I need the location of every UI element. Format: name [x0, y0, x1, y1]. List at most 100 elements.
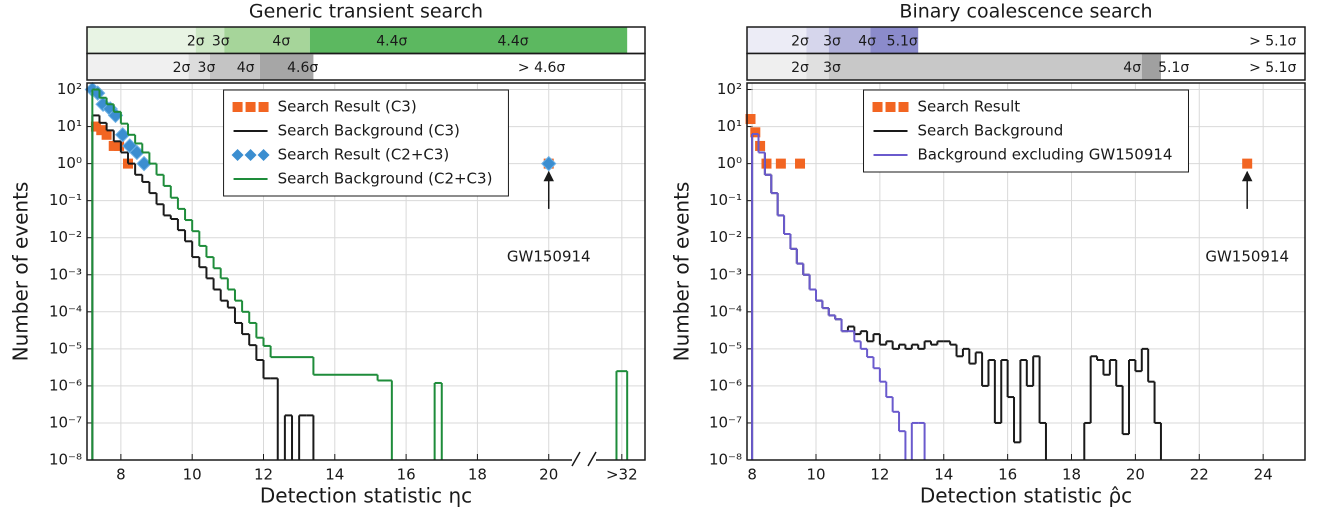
significance-segment [747, 53, 807, 80]
significance-label: > 5.1σ [1249, 60, 1296, 76]
significance-label: > 5.1σ [1249, 33, 1296, 49]
x-tick-label: >32 [606, 466, 638, 484]
y-axis-label: Number of events [670, 182, 694, 362]
significance-label: 2σ [173, 60, 191, 76]
significance-label: 4σ [1123, 60, 1141, 76]
legend-swatch [244, 149, 257, 161]
significance-segment [224, 27, 310, 54]
significance-frame [746, 52, 1306, 81]
legend-label: Search Result [918, 98, 1021, 116]
x-tick-label: 14 [934, 466, 953, 484]
significance-label: 4.4σ [376, 33, 407, 49]
legend-box [863, 89, 1189, 173]
legend-label: Search Background (C2+C3) [278, 170, 493, 188]
legend: Search Result (C3) Search Background (C3)… [223, 89, 509, 197]
x-tick-label: 16 [998, 466, 1017, 484]
y-tick-label: 10⁻³ [49, 265, 82, 283]
y-tick-label: 10⁻⁴ [709, 302, 742, 320]
significance-label: 4.6σ [287, 60, 318, 76]
annotation-text: GW150914 [507, 248, 591, 266]
significance-label: 3σ [198, 60, 216, 76]
marker-square [761, 158, 772, 169]
marker-square [1242, 158, 1253, 169]
marker-square [775, 158, 786, 169]
significance-label: 4.4σ [498, 33, 529, 49]
significance-segment [806, 27, 829, 54]
y-tick-label: 10² [57, 80, 82, 98]
significance-label: > 4.6σ [518, 60, 565, 76]
y-tick-label: 10⁰ [717, 154, 742, 172]
significance-segment [747, 27, 807, 54]
x-tick-label: 14 [325, 466, 344, 484]
legend-swatch [872, 102, 883, 112]
significance-label: 5.1σ [887, 33, 918, 49]
y-tick-label: 10⁻⁷ [49, 413, 82, 431]
axis-break [571, 451, 597, 467]
legend-label: Search Result (C3) [278, 98, 417, 116]
significance-label: 4σ [272, 33, 290, 49]
y-axis-label: Number of events [9, 182, 33, 362]
legend-label: Search Background [918, 122, 1064, 140]
marker-square [795, 158, 806, 169]
y-tick-label: 10⁻⁴ [49, 302, 82, 320]
marker-square [114, 140, 125, 151]
x-tick-label: 20 [1126, 466, 1145, 484]
legend-swatch [258, 102, 269, 112]
legend-swatch [232, 102, 243, 112]
significance-segment [828, 53, 1142, 80]
y-tick-label: 10⁻¹ [49, 191, 82, 209]
significance-segment [195, 27, 225, 54]
significance-segment [87, 27, 196, 54]
significance-segment [1141, 53, 1161, 80]
significance-label: 3σ [823, 33, 841, 49]
y-tick-label: 10¹ [57, 117, 82, 135]
significance-segment [828, 27, 871, 54]
significance-label: 4σ [858, 33, 876, 49]
x-tick-label: 8 [116, 466, 126, 484]
y-tick-label: 10² [717, 80, 742, 98]
legend-box [223, 89, 509, 197]
significance-label: 3σ [823, 60, 841, 76]
legend-swatch [245, 102, 256, 112]
x-tick-label: 8 [747, 466, 757, 484]
significance-segment [259, 53, 314, 80]
significance-label: 4σ [237, 60, 255, 76]
chart-title: Binary coalescence search [899, 1, 1152, 23]
x-axis-label: Detection statistic ηc [260, 484, 472, 508]
marker-square [101, 129, 112, 140]
y-tick-label: 10⁰ [57, 154, 82, 172]
x-tick-label: 10 [183, 466, 202, 484]
legend-label: Background excluding GW150914 [918, 146, 1173, 164]
x-axis-label: Detection statistic ρ̂c [920, 484, 1132, 508]
legend-swatch [898, 102, 909, 112]
y-tick-label: 10⁻² [709, 228, 742, 246]
y-tick-label: 10⁻⁵ [49, 339, 82, 357]
x-tick-label: 24 [1254, 466, 1273, 484]
significance-segment [870, 27, 919, 54]
significance-label: 3σ [212, 33, 230, 49]
chart-title: Generic transient search [249, 1, 483, 23]
significance-label: 2σ [791, 33, 809, 49]
axes-frame [746, 82, 1306, 461]
y-tick-label: 10⁻⁸ [49, 451, 82, 469]
axes-frame [86, 82, 646, 461]
significance-segment [309, 27, 628, 54]
y-tick-label: 10⁻² [49, 228, 82, 246]
x-tick-label: 18 [1062, 466, 1081, 484]
y-tick-label: 10⁻⁶ [49, 376, 82, 394]
x-tick-label: 20 [539, 466, 558, 484]
significance-segment [210, 53, 260, 80]
plot-layer: Generic transient search 2σ 3σ 4σ 4.4σ 4.4σ 2σ… [9, 1, 1306, 508]
marker-square [745, 114, 756, 125]
legend-swatch [231, 149, 244, 161]
y-tick-label: 10⁻⁵ [709, 339, 742, 357]
chart: Generic transient search 2σ 3σ 4σ 4.4σ 4.4σ 2σ… [9, 1, 646, 508]
significance-label: 5.1σ [1158, 60, 1189, 76]
significance-label: 2σ [791, 60, 809, 76]
legend-label: Search Background (C3) [278, 122, 460, 140]
break-mark [571, 451, 581, 467]
y-tick-label: 10⁻⁶ [709, 376, 742, 394]
break-mark [587, 451, 597, 467]
legend-swatch [885, 102, 896, 112]
significance-segment [87, 53, 189, 80]
